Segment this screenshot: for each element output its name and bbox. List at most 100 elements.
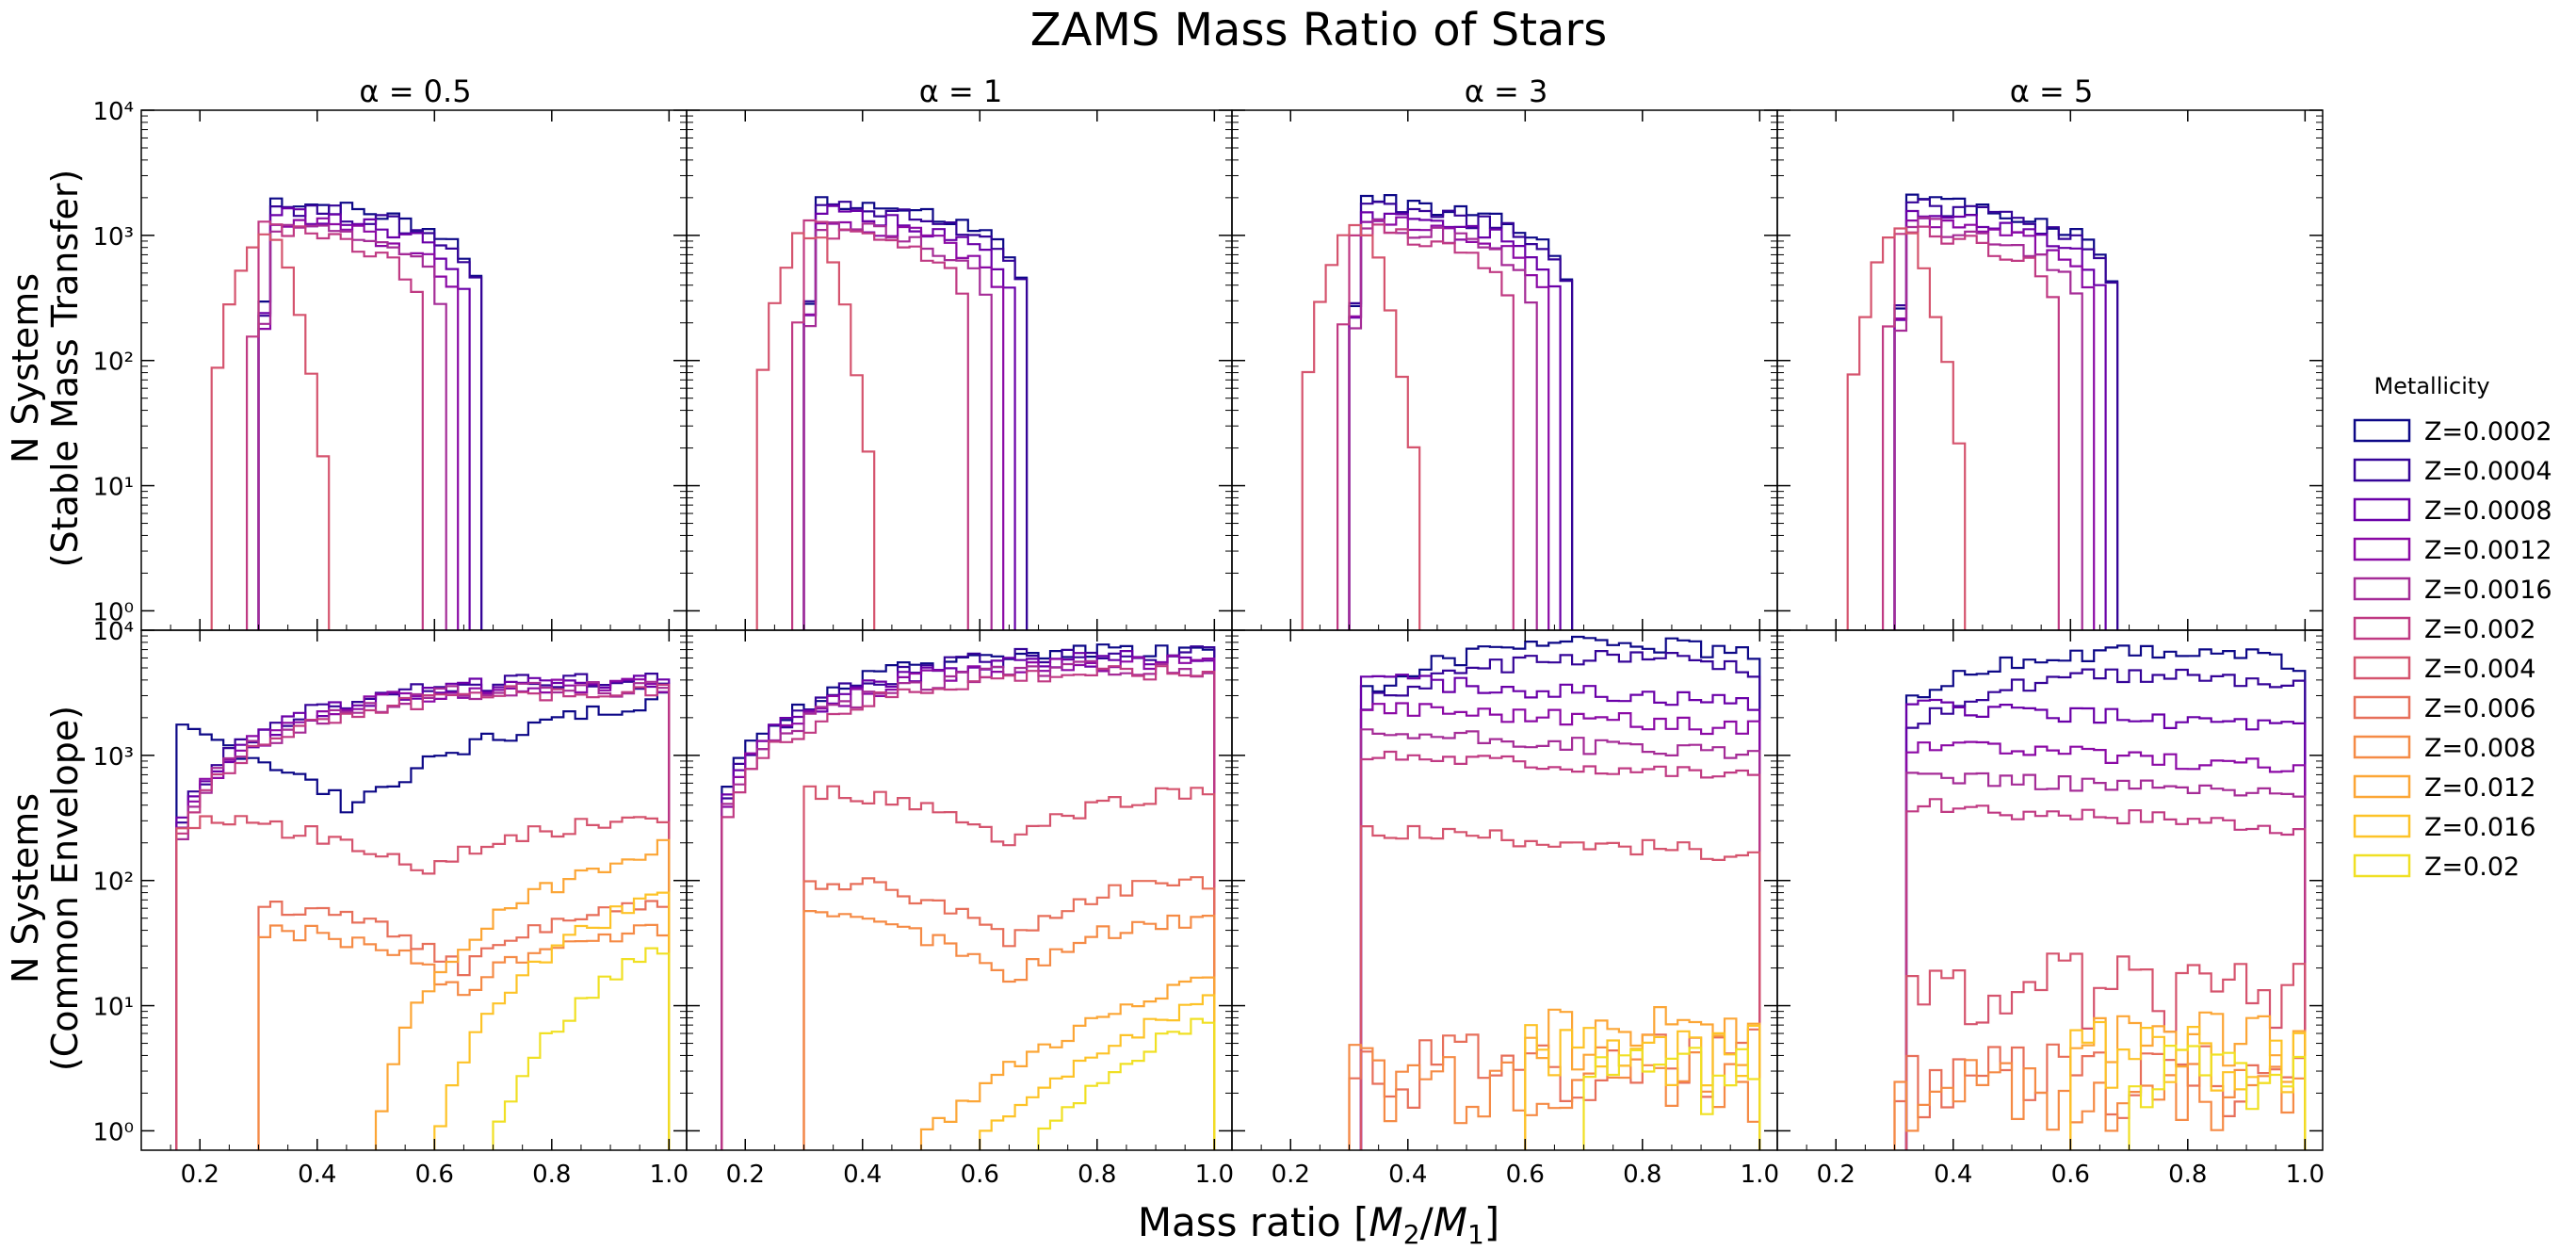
series-line-Z=0.0012 (1348, 216, 1550, 630)
legend-swatch (2353, 577, 2411, 601)
x-tick-label: 0.8 (532, 1161, 571, 1189)
x-ticks (686, 110, 1216, 630)
series-line-Z=0.0004 (1359, 650, 1761, 1150)
series-line-Z=0.004 (1301, 223, 1421, 630)
x-tick-label: 0.4 (1934, 1161, 1972, 1189)
y-tick-label: 10³ (92, 743, 134, 772)
series-group (1301, 194, 1574, 630)
panel-frame (686, 629, 1233, 1151)
legend-label: Z=0.0012 (2424, 536, 2552, 565)
column-title-0: α = 0.5 (359, 73, 471, 109)
legend-item: Z=0.006 (2353, 694, 2535, 723)
series-line-Z=0.0012 (1893, 217, 2096, 630)
x-tick-label: 0.2 (1272, 1161, 1310, 1189)
legend-item: Z=0.012 (2353, 773, 2535, 803)
legend-swatch (2353, 735, 2411, 759)
series-line-Z=0.012 (919, 976, 1216, 1150)
panel-0-2 (1231, 109, 1778, 631)
panel-1-3: 0.2 0.4 0.6 0.8 1.0 (1776, 629, 2325, 1189)
panel-frame (140, 109, 688, 631)
legend-item: Z=0.02 (2353, 853, 2519, 882)
legend-swatch (2353, 458, 2411, 482)
legend-label: Z=0.02 (2424, 853, 2519, 882)
series-line-Z=0.016 (1524, 1024, 1761, 1150)
x-tick-label: 0.2 (1817, 1161, 1855, 1189)
x-tick-label: 1.0 (1195, 1161, 1234, 1189)
legend-label: Z=0.008 (2424, 734, 2535, 763)
series-line-Z=0.0002 (1904, 644, 2307, 1150)
x-tick-label: 0.6 (2051, 1161, 2090, 1189)
series-line-Z=0.0008 (1904, 698, 2307, 1150)
series-line-Z=0.004 (802, 785, 1216, 1150)
y-tick-label: 10² (92, 869, 134, 897)
series-line-Z=0.0008 (1893, 209, 2107, 630)
series-group (1348, 635, 1761, 1150)
row-label-1-line1: N Systems (5, 793, 46, 983)
series-line-Z=0.0016 (721, 659, 1216, 1150)
x-tick-label: 0.6 (1506, 1161, 1545, 1189)
legend: Metallicity Z=0.0002 Z=0.0004 Z=0.0008 Z=0.0… (2353, 373, 2552, 882)
legend-label: Z=0.012 (2424, 773, 2535, 803)
series-line-Z=0.0008 (1348, 211, 1562, 630)
x-ticks (1776, 110, 2307, 630)
series-line-Z=0.004 (175, 815, 671, 1150)
series-line-Z=0.0016 (1348, 219, 1538, 630)
chart-title: ZAMS Mass Ratio of Stars (1030, 4, 1607, 57)
legend-item: Z=0.0016 (2353, 576, 2552, 605)
column-title-1: α = 1 (919, 73, 1003, 109)
y-ticks (1777, 629, 2323, 1132)
x-tick-label: 0.4 (298, 1161, 336, 1189)
row-labels: N Systems (Stable Mass Transfer) N Syste… (5, 170, 86, 1071)
y-tick-label: 10⁰ (92, 598, 134, 626)
legend-label: Z=0.0004 (2424, 457, 2552, 486)
panel-frame (140, 629, 688, 1151)
series-line-Z=0.0016 (1359, 728, 1761, 1150)
series-line-Z=0.0004 (1904, 668, 2307, 1150)
x-ticks: 0.2 0.4 0.6 0.8 1.0 (1231, 630, 1779, 1189)
legend-swatch (2353, 497, 2411, 522)
y-ticks (687, 629, 1232, 1132)
y-ticks (1232, 109, 1777, 612)
series-group (755, 196, 1029, 630)
series-line-Z=0.0004 (721, 645, 1216, 1150)
series-line-Z=0.004 (1359, 824, 1761, 1150)
x-tick-label: 1.0 (650, 1161, 689, 1189)
y-tick-label: 10¹ (92, 994, 134, 1022)
series-group (1846, 193, 2119, 630)
series-line-Z=0.004 (755, 232, 876, 630)
series-line-Z=0.0004 (1893, 198, 2119, 630)
y-ticks (687, 109, 1232, 612)
legend-swatch (2353, 418, 2411, 443)
series-line-Z=0.0002 (257, 197, 483, 630)
y-tick-label: 10² (92, 349, 134, 377)
x-tick-label: 0.4 (1388, 1161, 1427, 1189)
legend-label: Z=0.004 (2424, 655, 2535, 684)
legend-swatch (2353, 537, 2411, 561)
legend-item: Z=0.0008 (2353, 496, 2552, 526)
series-line-Z=0.0004 (257, 204, 483, 630)
y-ticks: 10⁰ 10¹ 10² 10³ 10⁴ (92, 98, 687, 626)
series-line-Z=0.002 (246, 220, 424, 630)
series-line-Z=0.0002 (175, 691, 671, 1150)
series-line-Z=0.0016 (1893, 216, 2083, 630)
x-tick-label: 0.8 (1077, 1161, 1116, 1189)
series-line-Z=0.02 (1037, 1017, 1216, 1150)
series-line-Z=0.0002 (721, 643, 1216, 1150)
legend-label: Z=0.002 (2424, 615, 2535, 644)
legend-label: Z=0.0016 (2424, 576, 2552, 605)
legend-title: Metallicity (2373, 373, 2489, 399)
x-ticks (140, 110, 671, 630)
series-line-Z=0.016 (433, 891, 671, 1150)
column-title-3: α = 5 (2010, 73, 2094, 109)
legend-swatch (2353, 774, 2411, 799)
y-tick-label: 10⁴ (92, 98, 134, 126)
x-tick-label: 1.0 (2286, 1161, 2325, 1189)
legend-swatch (2353, 616, 2411, 641)
series-line-Z=0.002 (175, 683, 671, 1150)
series-line-Z=0.0012 (1359, 702, 1761, 1150)
legend-item: Z=0.0002 (2353, 417, 2552, 447)
series-line-Z=0.0002 (1359, 635, 1761, 1150)
series-line-Z=0.002 (1337, 223, 1515, 630)
